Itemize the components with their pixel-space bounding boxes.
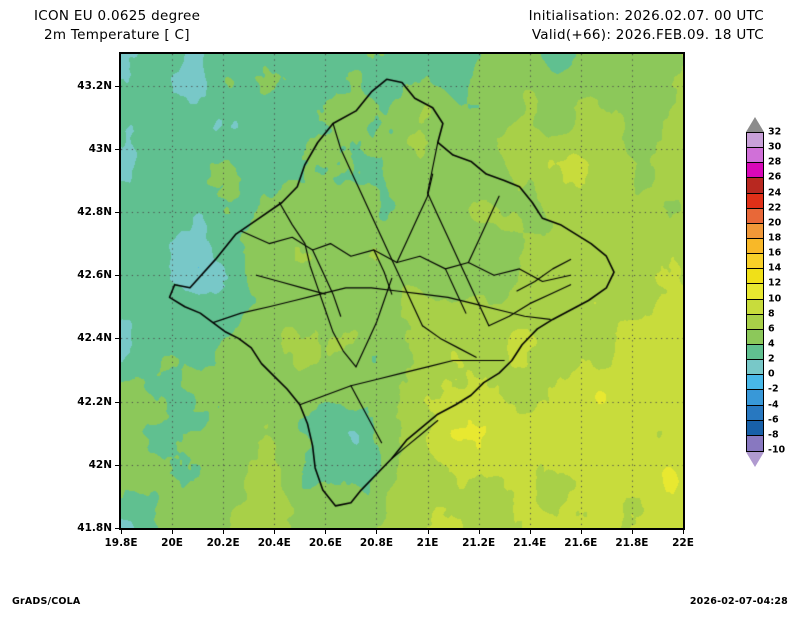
x-axis-label: 20.4E — [257, 537, 291, 549]
y-axis-tick — [115, 338, 120, 340]
colorbar-tick-label: 20 — [768, 217, 782, 229]
temperature-field-canvas — [121, 54, 683, 528]
colorbar-tick-label: 18 — [768, 232, 782, 244]
x-axis-tick — [172, 529, 174, 534]
x-axis-tick — [274, 529, 276, 534]
colorbar-segment — [747, 344, 763, 361]
colorbar-tick-label: -6 — [768, 414, 779, 426]
colorbar-segment — [747, 375, 763, 391]
colorbar-segment — [747, 299, 763, 315]
colorbar-segment — [747, 178, 763, 194]
colorbar-segment — [747, 360, 763, 376]
colorbar-segment — [747, 435, 763, 451]
x-axis-label: 20.2E — [206, 537, 240, 549]
y-axis-tick — [115, 212, 120, 213]
y-axis-label: 43.2N — [77, 79, 112, 92]
colorbar-segment — [747, 238, 763, 255]
colorbar-tick-label: 4 — [768, 338, 775, 350]
colorbar-tick-label: -8 — [768, 429, 779, 441]
x-axis-tick — [529, 529, 531, 534]
x-axis-label: 20.6E — [308, 537, 342, 549]
x-axis-label: 21E — [416, 537, 439, 549]
colorbar-tick-label: 10 — [768, 293, 782, 305]
y-axis-label: 41.8N — [77, 522, 112, 534]
colorbar[interactable] — [746, 132, 764, 452]
colorbar-segment — [747, 163, 763, 179]
x-axis-label: 20E — [161, 537, 183, 549]
colorbar-segment — [747, 420, 763, 436]
x-axis-tick — [376, 529, 378, 534]
colorbar-tick-label: 30 — [768, 141, 782, 153]
x-axis-label: 20.8E — [359, 537, 393, 549]
model-title: ICON EU 0.0625 degree — [34, 8, 201, 24]
x-axis-tick — [223, 529, 225, 534]
colorbar-tick-label: -2 — [768, 383, 779, 395]
y-axis-tick — [115, 148, 120, 150]
map-plot-area — [119, 52, 685, 530]
colorbar-segment — [747, 390, 763, 406]
x-axis-label: 19.8E — [104, 537, 138, 549]
colorbar-tick-label: 32 — [768, 126, 782, 138]
colorbar-segment — [747, 314, 763, 330]
y-axis-tick — [115, 275, 120, 277]
colorbar-tick-label: 14 — [768, 262, 782, 274]
x-axis-tick — [427, 529, 429, 534]
x-axis-label: 21.4E — [513, 537, 547, 549]
colorbar-tick-label: -10 — [768, 444, 786, 456]
colorbar-segment — [747, 254, 763, 270]
colorbar-over-arrow — [746, 117, 764, 132]
x-axis-tick — [325, 529, 327, 534]
colorbar-segment — [747, 208, 763, 224]
colorbar-tick-label: 12 — [768, 277, 782, 289]
timestamp-label: 2026-02-07-04:28 — [689, 596, 788, 607]
initialisation-label: Initialisation: 2026.02.07. 00 UTC — [528, 8, 764, 24]
y-axis-tick — [115, 528, 120, 529]
colorbar-segment — [747, 269, 763, 285]
valid-time-label: Valid(+66): 2026.FEB.09. 18 UTC — [531, 27, 764, 43]
colorbar-under-arrow — [746, 452, 764, 467]
colorbar-tick-label: 2 — [768, 353, 775, 365]
colorbar-tick-label: 0 — [768, 368, 775, 380]
colorbar-tick-label: 22 — [768, 202, 782, 214]
y-axis-label: 42.6N — [77, 269, 112, 282]
field-title: 2m Temperature [ C] — [44, 27, 190, 43]
colorbar-segment — [747, 193, 763, 209]
producer-label: GrADS/COLA — [12, 596, 81, 607]
y-axis-tick — [115, 85, 120, 87]
colorbar-tick-label: -4 — [768, 399, 779, 411]
colorbar-segment — [747, 405, 763, 421]
x-axis-tick — [478, 529, 480, 534]
colorbar-tick-label: 16 — [768, 247, 782, 259]
colorbar-tick-label: 6 — [768, 323, 775, 335]
x-axis-tick — [631, 529, 633, 534]
x-axis-label: 21.2E — [462, 537, 496, 549]
y-axis-tick — [115, 401, 120, 403]
colorbar-segment — [747, 148, 763, 164]
y-axis-label: 42.2N — [77, 395, 112, 408]
colorbar-segment — [747, 329, 763, 345]
x-axis-label: 22E — [672, 537, 694, 549]
x-axis-label: 21.8E — [615, 537, 649, 549]
x-axis-tick — [683, 529, 684, 534]
colorbar-segment — [747, 284, 763, 300]
y-axis-tick — [115, 464, 120, 466]
colorbar-tick-label: 24 — [768, 187, 782, 199]
colorbar-tick-label: 28 — [768, 156, 782, 168]
y-axis-label: 42N — [88, 458, 112, 471]
y-axis-label: 43N — [88, 142, 112, 155]
colorbar-tick-label: 8 — [768, 308, 775, 320]
x-axis-label: 21.6E — [564, 537, 598, 549]
colorbar-tick-label: 26 — [768, 171, 782, 183]
colorbar-segment — [747, 223, 763, 239]
colorbar-segment — [747, 133, 763, 149]
x-axis-tick — [121, 529, 122, 534]
y-axis-label: 42.4N — [77, 332, 112, 345]
y-axis-label: 42.8N — [77, 206, 112, 218]
x-axis-tick — [580, 529, 582, 534]
